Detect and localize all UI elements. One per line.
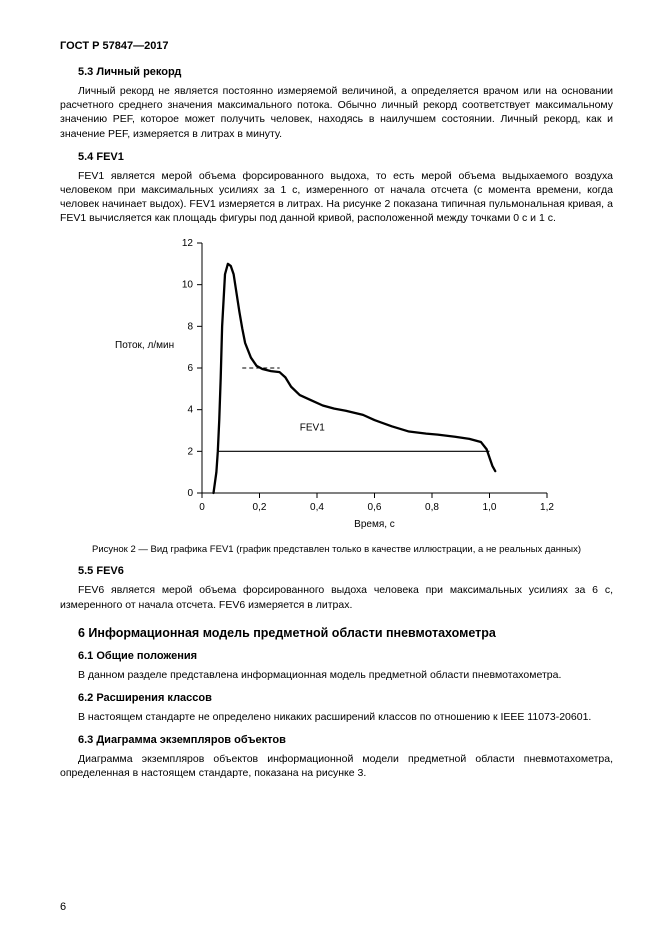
svg-text:1,0: 1,0 bbox=[482, 502, 496, 513]
svg-text:FEV1: FEV1 bbox=[299, 423, 324, 434]
para-5-4: FEV1 является мерой объема форсированног… bbox=[60, 169, 613, 226]
svg-text:Время, с: Время, с bbox=[354, 519, 395, 530]
heading-5-4: 5.4 FEV1 bbox=[78, 151, 613, 163]
heading-5-3: 5.3 Личный рекорд bbox=[78, 66, 613, 78]
para-5-5: FEV6 является мерой объема форсированног… bbox=[60, 583, 613, 611]
chart-svg: 0 0,2 0,4 0,6 0,8 1,0 1,2 0 2 4 6 8 10 12 Время, с Пото… bbox=[107, 233, 567, 533]
figure-2-caption: Рисунок 2 — Вид графика FEV1 (график пре… bbox=[60, 544, 613, 555]
svg-text:6: 6 bbox=[187, 363, 193, 374]
svg-text:0,2: 0,2 bbox=[252, 502, 266, 513]
svg-text:12: 12 bbox=[181, 238, 193, 249]
svg-text:8: 8 bbox=[187, 322, 193, 333]
document-id: ГОСТ Р 57847—2017 bbox=[60, 40, 613, 52]
para-6-1: В данном разделе представлена информацио… bbox=[60, 668, 613, 682]
figure-2-chart: 0 0,2 0,4 0,6 0,8 1,0 1,2 0 2 4 6 8 10 12 Время, с Пото… bbox=[107, 233, 567, 538]
svg-text:0: 0 bbox=[199, 502, 205, 513]
para-6-3: Диаграмма экземпляров объектов информаци… bbox=[60, 752, 613, 780]
para-6-2: В настоящем стандарте не определено ника… bbox=[60, 710, 613, 724]
svg-text:0: 0 bbox=[187, 488, 193, 499]
heading-6-3: 6.3 Диаграмма экземпляров объектов bbox=[78, 734, 613, 746]
heading-6: 6 Информационная модель предметной облас… bbox=[78, 626, 613, 640]
heading-5-5: 5.5 FEV6 bbox=[78, 565, 613, 577]
heading-6-1: 6.1 Общие положения bbox=[78, 650, 613, 662]
svg-text:0,8: 0,8 bbox=[425, 502, 439, 513]
svg-text:2: 2 bbox=[187, 447, 193, 458]
page-number: 6 bbox=[60, 901, 66, 913]
svg-text:Поток, л/мин: Поток, л/мин bbox=[115, 340, 174, 351]
svg-text:0,4: 0,4 bbox=[310, 502, 324, 513]
page-root: ГОСТ Р 57847—2017 5.3 Личный рекорд Личн… bbox=[0, 0, 661, 935]
svg-text:0,6: 0,6 bbox=[367, 502, 381, 513]
para-5-3: Личный рекорд не является постоянно изме… bbox=[60, 84, 613, 141]
svg-text:10: 10 bbox=[181, 280, 193, 291]
svg-text:1,2: 1,2 bbox=[540, 502, 554, 513]
svg-text:4: 4 bbox=[187, 405, 193, 416]
heading-6-2: 6.2 Расширения классов bbox=[78, 692, 613, 704]
